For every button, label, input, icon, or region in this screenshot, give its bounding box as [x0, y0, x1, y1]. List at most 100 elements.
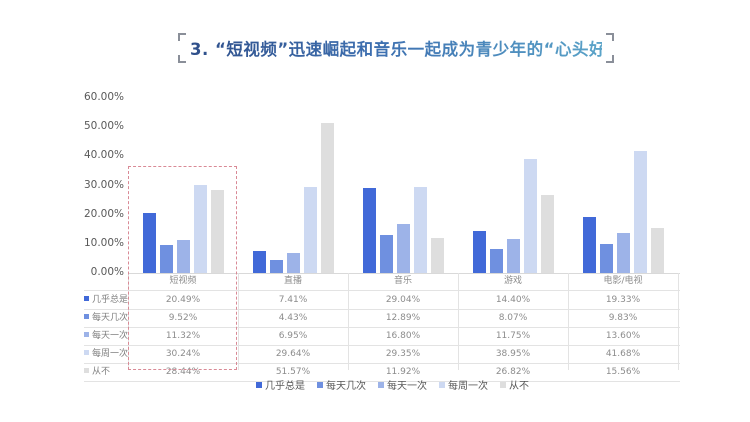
y-tick-label: 20.00% — [83, 207, 124, 220]
bar — [362, 188, 376, 273]
y-tick-label: 40.00% — [83, 149, 124, 162]
series-swatch-icon — [84, 314, 89, 319]
table-header-row: 短视频 直播 音乐 游戏 电影/电视 — [84, 273, 680, 291]
bar — [159, 245, 173, 273]
table-divider — [458, 273, 459, 370]
legend-swatch-icon — [256, 382, 262, 388]
category-label: 游戏 — [503, 276, 522, 286]
category-label: 直播 — [283, 276, 302, 286]
bar — [303, 186, 317, 273]
series-row-label: 从不 — [84, 364, 110, 381]
bar — [633, 151, 647, 273]
table-cell: 19.33% — [605, 295, 641, 305]
legend-item: 几乎总是 — [256, 377, 305, 392]
table-divider — [238, 273, 239, 370]
title-frame: 3. “短视频”迅速崛起和音乐一起成为青少年的“心头好” — [178, 33, 617, 63]
table-cell: 9.83% — [608, 313, 638, 323]
bracket-corner-top-left — [178, 33, 186, 41]
series-swatch-icon — [84, 296, 89, 301]
bar — [210, 190, 224, 273]
bar — [320, 122, 334, 273]
y-tick-label: 10.00% — [83, 236, 124, 249]
table-row: 每天几次 9.52% 4.43% 12.89% 8.07% 9.83% — [84, 310, 680, 328]
series-name: 每天几次 — [92, 313, 129, 323]
series-row-label: 每天几次 — [84, 310, 128, 327]
table-cell: 29.35% — [385, 349, 421, 359]
table-cell: 29.04% — [385, 295, 421, 305]
legend-item: 每天一次 — [378, 377, 427, 392]
category-label: 电影/电视 — [603, 276, 643, 286]
category-label: 音乐 — [393, 276, 412, 286]
table-cell: 20.49% — [165, 295, 201, 305]
bar — [599, 244, 613, 273]
series-swatch-icon — [84, 332, 89, 337]
chart-title: 3. “短视频”迅速崛起和音乐一起成为青少年的“心头好” — [190, 36, 617, 60]
bar — [252, 251, 266, 273]
series-swatch-icon — [84, 368, 89, 373]
series-row-label: 几乎总是 — [84, 292, 128, 309]
bar — [286, 252, 300, 273]
table-cell: 7.41% — [278, 295, 308, 305]
highlight-box-short-video — [128, 166, 237, 370]
legend: 几乎总是 每天几次 每天一次 每周一次 从不 — [256, 377, 541, 392]
bar — [176, 239, 190, 273]
table-divider — [678, 273, 679, 370]
table-cell: 9.52% — [168, 313, 198, 323]
table-row: 从不 28.44% 51.57% 11.92% 26.82% 15.56% — [84, 364, 680, 382]
table-cell: 12.89% — [385, 313, 421, 323]
table-cell: 11.32% — [165, 331, 201, 341]
legend-label: 每周一次 — [448, 381, 488, 392]
y-tick-label: 0.00% — [90, 266, 124, 278]
table-cell: 4.43% — [278, 313, 308, 323]
bar — [489, 249, 503, 273]
series-name: 每天一次 — [92, 331, 129, 341]
bar — [506, 238, 520, 273]
x-axis-baseline — [128, 273, 680, 274]
plot-area — [128, 98, 680, 273]
table-cell: 28.44% — [165, 367, 201, 377]
series-swatch-icon — [84, 350, 89, 355]
y-tick-label: 50.00% — [83, 120, 124, 133]
legend-item: 每周一次 — [439, 377, 488, 392]
bar — [379, 235, 393, 273]
series-name: 每周一次 — [92, 349, 129, 359]
table-row: 每天一次 11.32% 6.95% 16.80% 11.75% 13.60% — [84, 328, 680, 346]
table-cell: 29.64% — [275, 349, 311, 359]
bracket-corner-bottom-left — [178, 55, 186, 63]
bar — [523, 159, 537, 273]
table-row: 每周一次 30.24% 29.64% 29.35% 38.95% 41.68% — [84, 346, 680, 364]
legend-swatch-icon — [500, 382, 506, 388]
table-cell: 41.68% — [605, 349, 641, 359]
bar — [396, 224, 410, 273]
table-cell: 8.07% — [498, 313, 528, 323]
bar — [430, 238, 444, 273]
legend-item: 每天几次 — [317, 377, 366, 392]
bar — [472, 231, 486, 273]
table-divider — [348, 273, 349, 370]
legend-label: 每天几次 — [326, 381, 366, 392]
table-row: 几乎总是 20.49% 7.41% 29.04% 14.40% 19.33% — [84, 292, 680, 310]
legend-label: 从不 — [509, 381, 529, 392]
bar — [193, 184, 207, 273]
bracket-corner-top-right — [606, 33, 614, 41]
bar — [650, 227, 664, 273]
category-label: 短视频 — [169, 276, 197, 286]
table-cell: 38.95% — [495, 349, 531, 359]
series-row-label: 每周一次 — [84, 346, 128, 363]
table-cell: 11.92% — [385, 367, 421, 377]
table-cell: 14.40% — [495, 295, 531, 305]
series-name: 几乎总是 — [92, 295, 129, 305]
series-name: 从不 — [92, 367, 111, 377]
legend-label: 每天一次 — [387, 381, 427, 392]
table-cell: 30.24% — [165, 349, 201, 359]
legend-item: 从不 — [500, 377, 529, 392]
legend-swatch-icon — [317, 382, 323, 388]
bar — [540, 194, 554, 273]
bracket-corner-bottom-right — [606, 55, 614, 63]
series-row-label: 每天一次 — [84, 328, 128, 345]
table-cell: 6.95% — [278, 331, 308, 341]
table-cell: 13.60% — [605, 331, 641, 341]
bar — [413, 187, 427, 273]
table-cell: 11.75% — [495, 331, 531, 341]
legend-swatch-icon — [378, 382, 384, 388]
